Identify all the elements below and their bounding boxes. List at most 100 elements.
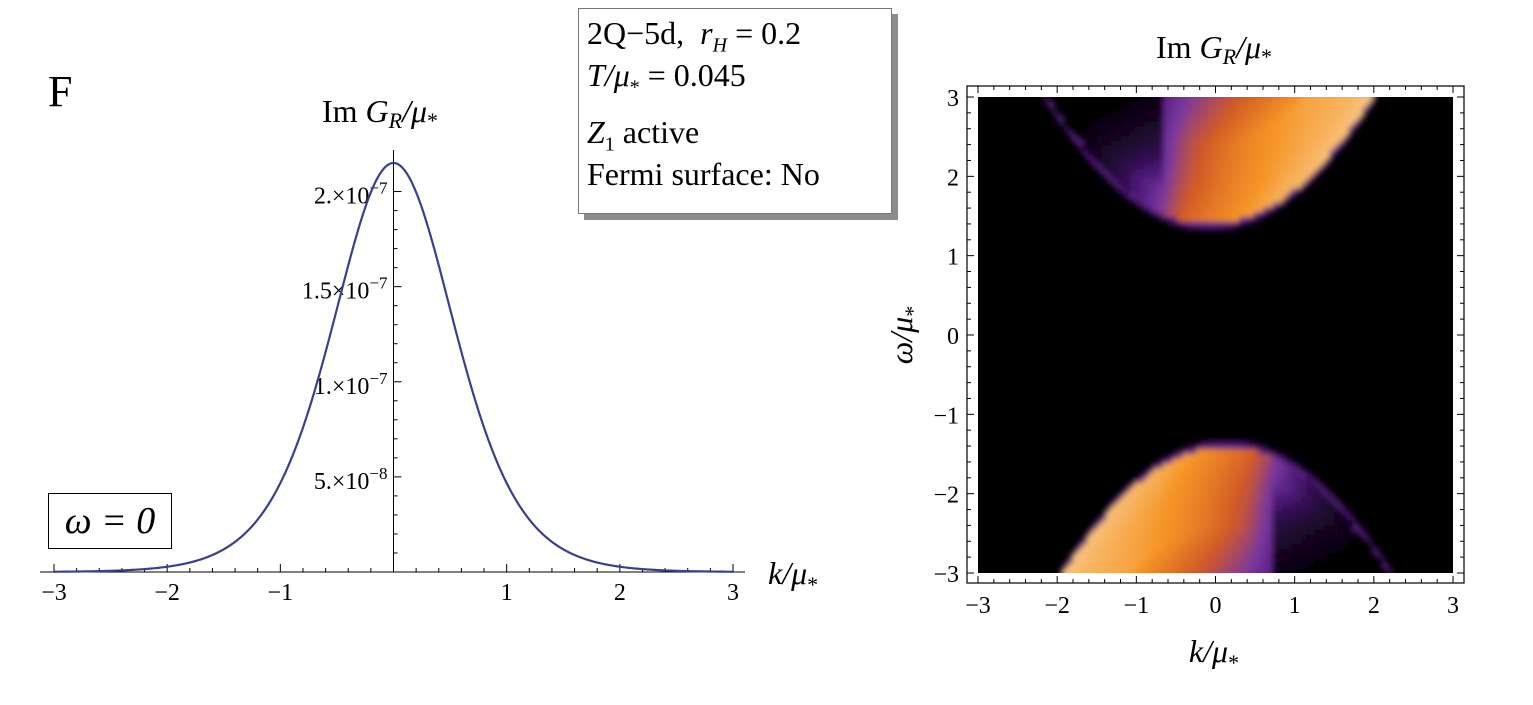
heatmap-cell <box>1196 216 1202 222</box>
heatmap-cell <box>1286 473 1293 479</box>
heatmap-cell <box>1039 97 1046 98</box>
heatmap-cell <box>1206 163 1212 170</box>
heatmap-cell <box>1130 168 1136 174</box>
heatmap-cell <box>1329 97 1335 98</box>
heatmap-cell <box>1329 106 1335 113</box>
heatmap-cell <box>1206 568 1212 573</box>
heatmap-cell <box>1096 544 1103 550</box>
heatmap-cell <box>1206 549 1212 555</box>
heatmap-cell <box>1291 106 1297 113</box>
heatmap-cell <box>1286 558 1293 565</box>
heatmap-cell <box>1220 473 1226 479</box>
heatmap-cell <box>1310 534 1316 541</box>
heatmap-cell <box>1182 482 1188 489</box>
heatmap-cell <box>1282 97 1288 98</box>
heatmap-cell <box>1163 97 1169 103</box>
heatmap-cell <box>1348 515 1354 522</box>
heatmap-cell <box>1310 154 1316 160</box>
heatmap-cell <box>1239 463 1245 470</box>
heatmap-cell <box>1229 544 1236 550</box>
heatmap-cell <box>1177 135 1183 141</box>
heatmap-cell <box>1191 177 1198 184</box>
heatmap-cell <box>1210 177 1217 184</box>
heatmap-cell <box>1315 501 1321 508</box>
heatmap-cell <box>1248 144 1255 151</box>
heatmap-cell <box>1234 197 1240 203</box>
heatmap-cell <box>1305 111 1312 117</box>
heatmap-cell <box>1291 525 1297 531</box>
heatmap-cell <box>1115 511 1122 517</box>
heatmap-cell <box>1168 220 1174 227</box>
heatmap-cell <box>1177 130 1183 136</box>
heatmap-cell <box>1343 97 1350 103</box>
heatmap-cell <box>1367 106 1373 113</box>
heatmap-cell <box>1111 501 1117 508</box>
heatmap-cell <box>1305 149 1312 155</box>
heatmap-cell <box>1168 187 1174 193</box>
heatmap-cell <box>1248 211 1255 217</box>
heatmap-cell <box>1144 97 1150 103</box>
heatmap-cell <box>1172 463 1179 470</box>
heatmap-cell <box>1296 530 1302 536</box>
heatmap-cell <box>1229 458 1236 465</box>
heatmap-cell <box>1282 144 1288 151</box>
heatmap-cell <box>1225 197 1231 203</box>
heatmap-cell <box>1206 201 1212 208</box>
heatmap-cell <box>1206 192 1212 198</box>
heatmap-cell <box>1182 492 1188 498</box>
heatmap-cell <box>1248 173 1255 179</box>
heatmap-cell <box>1272 106 1278 113</box>
heatmap-cell <box>1248 111 1255 117</box>
heatmap-cell <box>1291 97 1297 103</box>
heatmap-cell <box>1201 511 1207 517</box>
heatmap-cell <box>1234 216 1240 222</box>
line-data-point <box>257 454 259 456</box>
heatmap-cell <box>1272 149 1278 155</box>
heatmap-cell <box>1253 501 1259 508</box>
heatmap-cell <box>1334 97 1340 103</box>
heatmap-cell <box>1272 97 1278 103</box>
heatmap-cell <box>1248 197 1255 203</box>
heatmap-cell <box>1229 101 1236 108</box>
heatmap-cell <box>1144 468 1150 474</box>
heatmap-cell <box>1210 125 1217 132</box>
heatmap-cell <box>1253 182 1259 189</box>
heatmap-cell <box>1144 197 1150 203</box>
heatmap-cell <box>1277 187 1283 193</box>
heatmap-cell <box>1206 173 1212 179</box>
heatmap-cell <box>1149 544 1155 550</box>
heatmap-cell <box>1120 506 1126 512</box>
heatmap-cell <box>1310 487 1316 493</box>
heatmap-cell <box>1201 177 1207 184</box>
heatmap-cell <box>1134 187 1141 193</box>
heatmap-cell <box>1234 473 1240 479</box>
heatmap-cell <box>1324 163 1331 170</box>
heatmap-cell <box>1134 554 1141 560</box>
heatmap-cell <box>1320 120 1326 127</box>
heatmap-cell <box>1125 173 1131 179</box>
heatmap-cell <box>1286 492 1293 498</box>
heatmap-cell <box>1139 168 1145 174</box>
heatmap-cell <box>1320 144 1326 151</box>
heatmap-cell <box>1239 182 1245 189</box>
heatmap-cell <box>1239 135 1245 141</box>
heatmap-cell <box>1315 515 1321 522</box>
heatmap-cell <box>1172 139 1179 146</box>
heatmap-cell <box>1210 173 1217 179</box>
heatmap-cell <box>1144 120 1150 127</box>
heatmap-cell <box>1334 149 1340 155</box>
heatmap-cell <box>1168 111 1174 117</box>
heatmap-cell <box>1163 201 1169 208</box>
heatmap-cell <box>1191 163 1198 170</box>
heatmap-cell <box>1191 568 1198 573</box>
heatmap-cell <box>1144 125 1150 132</box>
heatmap-cell <box>1191 554 1198 560</box>
heatmap-cell <box>1196 501 1202 508</box>
heatmap-cell <box>1348 125 1354 132</box>
heatmap-cell <box>1191 549 1198 555</box>
heatmap-cell <box>1248 177 1255 184</box>
heatmap-cell <box>1296 534 1302 541</box>
heatmap-cell <box>1139 506 1145 512</box>
heatmap-cell <box>1234 487 1240 493</box>
line-data-point <box>438 240 440 242</box>
